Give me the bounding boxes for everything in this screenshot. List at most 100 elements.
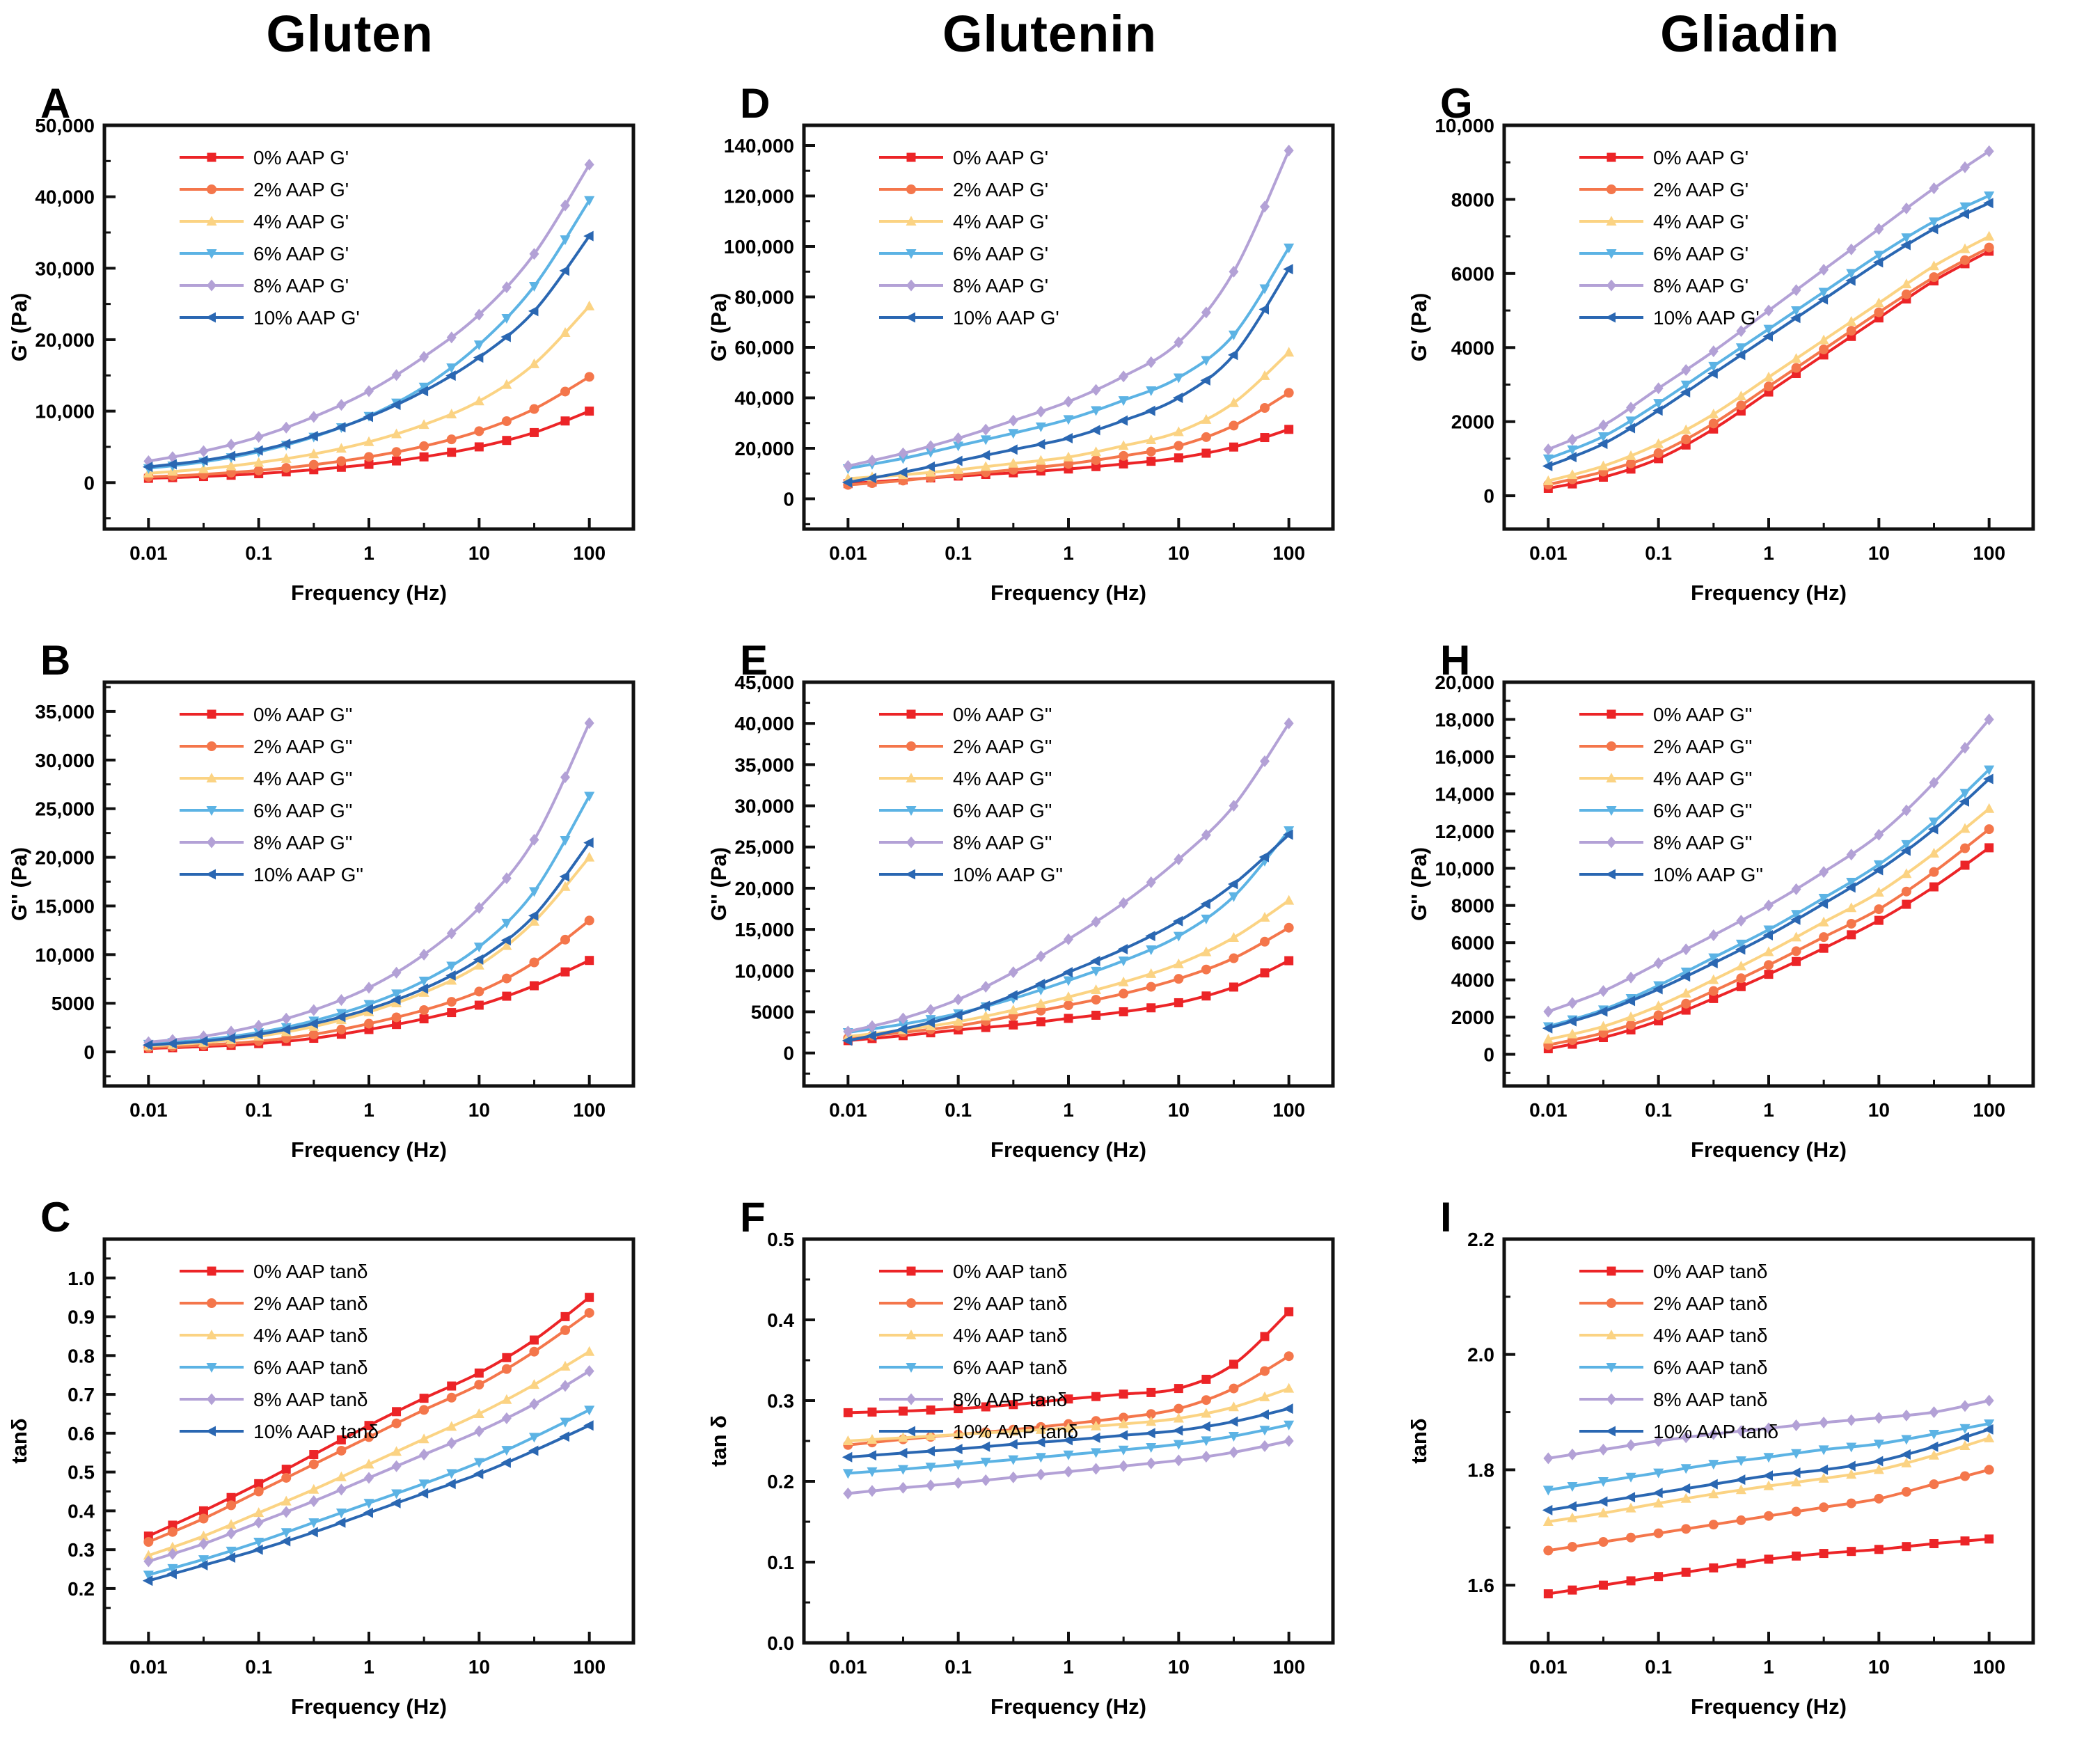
square-marker — [1174, 998, 1183, 1007]
triangle-down-marker — [1259, 284, 1270, 294]
diamond-marker — [391, 966, 402, 979]
triangle-down-marker — [1873, 1440, 1884, 1450]
legend-label: 6% AAP tanδ — [1653, 1357, 1768, 1378]
square-marker — [1146, 1003, 1156, 1013]
legend-label: 0% AAP tanδ — [953, 1261, 1068, 1282]
axes: 0.2 0.3 0.4 0.5 0.6 0.7 0.8 0.9 1.0 0.01 0.1 1 10 100… — [7, 1237, 635, 1719]
legend-label: 0% AAP G'' — [1653, 704, 1752, 725]
triangle-down-marker — [226, 1546, 237, 1557]
x-tick-label: 0.1 — [945, 1656, 972, 1678]
legend-label: 10% AAP G'' — [253, 864, 363, 885]
series-10% AAP G'' — [842, 829, 1293, 1046]
triangle-left-marker — [1283, 1403, 1293, 1415]
diamond-marker — [560, 1380, 571, 1392]
y-tick-label: 0 — [84, 1041, 95, 1063]
triangle-up-marker — [1259, 911, 1270, 922]
triangle-left-marker — [1172, 393, 1183, 403]
diamond-marker — [529, 1398, 539, 1410]
x-tick-label: 100 — [1973, 1099, 2005, 1121]
y-tick-label: 60,000 — [734, 337, 794, 359]
circle-marker — [906, 1298, 916, 1308]
y-tick-label: 10,000 — [734, 960, 794, 982]
diamond-marker — [253, 1019, 264, 1032]
diamond-marker — [1598, 985, 1609, 998]
diamond-marker — [1606, 279, 1616, 292]
circle-marker — [391, 1012, 402, 1023]
triangle-down-marker — [253, 1538, 265, 1547]
square-marker — [1847, 1547, 1856, 1557]
circle-marker — [1984, 824, 1994, 835]
y-tick-label: 20,000 — [734, 878, 794, 899]
circle-marker — [446, 997, 457, 1007]
circle-marker — [1960, 1471, 1971, 1481]
triangle-down-marker — [1228, 1432, 1239, 1442]
series-4% AAP G' — [1542, 230, 1995, 485]
triangle-left-marker — [1062, 967, 1073, 978]
y-tick-label: 4000 — [1451, 970, 1494, 991]
triangle-up-marker — [446, 408, 457, 418]
circle-marker — [1201, 432, 1211, 442]
diamond-marker — [953, 993, 963, 1006]
y-tick-label: 0 — [1483, 485, 1494, 507]
triangle-left-marker — [1597, 439, 1608, 450]
triangle-left-marker — [280, 1024, 291, 1035]
triangle-down-marker — [1091, 966, 1102, 977]
square-marker — [1119, 1007, 1128, 1016]
panel-A-chart: 0 10,000 20,000 30,000 40,000 50,000 0.01 0.1 1 1… — [7, 115, 635, 605]
circle-marker — [584, 915, 594, 926]
square-marker — [1606, 1266, 1616, 1276]
x-tick-label: 0.01 — [129, 542, 168, 564]
triangle-down-marker — [1284, 826, 1295, 837]
diamond-marker — [1846, 1414, 1856, 1426]
triangle-left-marker — [1090, 425, 1100, 436]
panel-F-chart: 0.0 0.1 0.2 0.3 0.4 0.5 0.01 0.1 1 10 100 Frequency… — [706, 1229, 1335, 1719]
diamond-marker — [308, 1495, 319, 1507]
square-marker — [474, 1368, 484, 1378]
square-marker — [336, 1435, 346, 1444]
y-tick-label: 40,000 — [734, 388, 794, 409]
circle-marker — [1846, 326, 1856, 336]
circle-marker — [364, 452, 374, 462]
triangle-left-marker — [1542, 1504, 1553, 1515]
triangle-up-marker — [226, 1519, 237, 1529]
square-marker — [1119, 459, 1128, 468]
triangle-left-marker — [1790, 313, 1801, 324]
legend-label: 8% AAP G'' — [953, 832, 1052, 853]
triangle-left-marker — [1625, 1492, 1636, 1503]
y-tick-label: 8000 — [1451, 895, 1494, 917]
circle-marker — [167, 1527, 177, 1537]
square-marker — [502, 436, 512, 446]
x-axis-label: Frequency (Hz) — [1691, 1694, 1847, 1719]
y-tick-label: 35,000 — [734, 754, 794, 775]
diamond-marker — [207, 1393, 216, 1405]
triangle-up-marker — [925, 466, 936, 477]
y-tick-label: 0.7 — [68, 1384, 95, 1405]
y-tick-label: 0.6 — [68, 1423, 95, 1444]
y-tick-label: 2.0 — [1467, 1344, 1494, 1366]
triangle-left-marker — [335, 1517, 346, 1528]
legend-label: 8% AAP G' — [953, 275, 1048, 297]
square-marker — [419, 452, 429, 462]
diamond-marker — [1567, 434, 1577, 446]
x-tick-label: 1 — [363, 542, 374, 564]
diamond-marker — [1874, 223, 1884, 235]
legend-label: 0% AAP G' — [953, 147, 1048, 168]
triangle-down-marker — [1708, 953, 1719, 963]
square-marker — [254, 1479, 264, 1488]
triangle-left-marker — [308, 1018, 318, 1030]
triangle-up-marker — [1091, 446, 1102, 457]
square-marker — [1174, 453, 1183, 463]
diamond-marker — [1543, 443, 1554, 456]
diamond-marker — [1119, 1460, 1129, 1472]
triangle-up-marker — [1035, 1424, 1046, 1434]
circle-marker — [1901, 886, 1911, 897]
legend-label: 6% AAP G' — [953, 243, 1048, 265]
y-axis-label: G'' (Pa) — [7, 847, 31, 921]
triangle-down-marker — [1873, 860, 1884, 870]
triangle-left-marker — [445, 370, 456, 381]
triangle-down-marker — [1201, 356, 1212, 366]
triangle-down-marker — [446, 961, 457, 972]
panel-B-cell: B 0 5000 10,000 15,000 20,000 25,000 30,000 35,0… — [0, 627, 700, 1183]
panel-letter-H: H — [1440, 637, 1471, 684]
diamond-marker — [198, 1538, 209, 1550]
